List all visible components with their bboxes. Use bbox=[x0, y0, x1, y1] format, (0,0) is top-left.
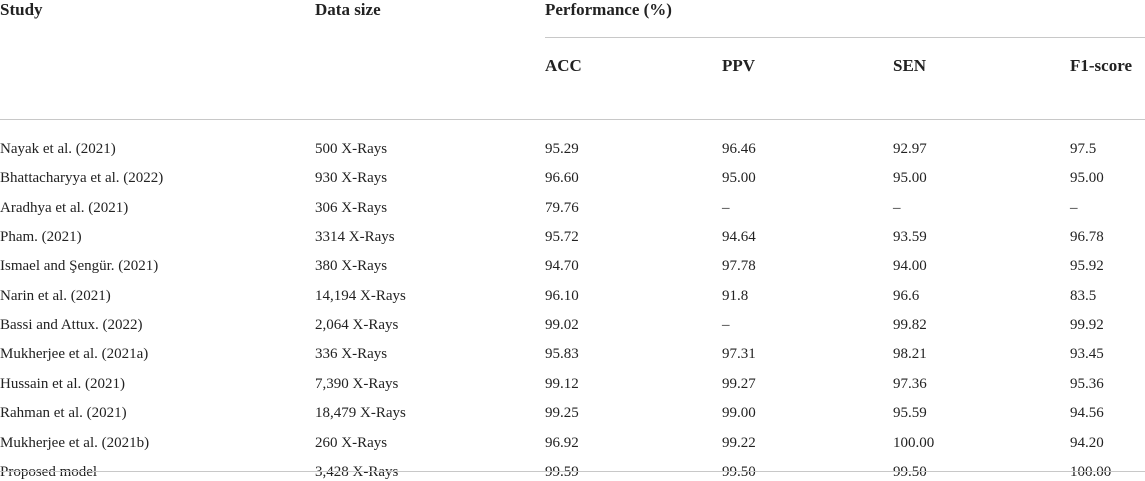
bottom-divider bbox=[0, 471, 1145, 472]
cell-sen: 93.59 bbox=[893, 229, 927, 245]
cell-data-size: 2,064 X-Rays bbox=[315, 317, 399, 333]
cell-f1: 97.5 bbox=[1070, 141, 1097, 157]
cell-study: Pham. (2021) bbox=[0, 229, 82, 245]
cell-ppv: 95.00 bbox=[722, 170, 756, 186]
header-divider bbox=[0, 119, 1145, 120]
cell-sen: 97.36 bbox=[893, 376, 927, 392]
header-data-size: Data size bbox=[315, 0, 381, 19]
cell-data-size: 7,390 X-Rays bbox=[315, 376, 399, 392]
cell-acc: 95.83 bbox=[545, 346, 579, 362]
cell-sen: 96.6 bbox=[893, 288, 920, 304]
cell-f1: – bbox=[1070, 200, 1078, 216]
cell-data-size: 260 X-Rays bbox=[315, 435, 388, 451]
cell-study: Mukherjee et al. (2021b) bbox=[0, 435, 150, 451]
cell-ppv: 99.22 bbox=[722, 435, 756, 451]
header-f1: F1-score bbox=[1070, 56, 1132, 75]
cell-ppv: 99.27 bbox=[722, 376, 756, 392]
cell-study: Narin et al. (2021) bbox=[0, 288, 111, 304]
cell-ppv: 97.31 bbox=[722, 346, 756, 362]
cell-study: Rahman et al. (2021) bbox=[0, 405, 127, 421]
cell-acc: 94.70 bbox=[545, 258, 579, 274]
header-acc: ACC bbox=[545, 56, 582, 75]
header-ppv: PPV bbox=[722, 56, 756, 75]
cell-acc: 95.72 bbox=[545, 229, 579, 245]
cell-ppv: 97.78 bbox=[722, 258, 756, 274]
header-performance: Performance (%) bbox=[545, 0, 672, 19]
cell-acc: 96.60 bbox=[545, 170, 579, 186]
cell-study: Bhattacharyya et al. (2022) bbox=[0, 170, 164, 186]
cell-ppv: 94.64 bbox=[722, 229, 756, 245]
header-study: Study bbox=[0, 0, 43, 19]
cell-sen: 95.59 bbox=[893, 405, 927, 421]
header-subdivider bbox=[545, 37, 1145, 38]
cell-data-size: 500 X-Rays bbox=[315, 141, 388, 157]
cell-sen: – bbox=[893, 200, 901, 216]
cell-data-size: 930 X-Rays bbox=[315, 170, 388, 186]
header-sen: SEN bbox=[893, 56, 927, 75]
cell-f1: 95.00 bbox=[1070, 170, 1104, 186]
cell-acc: 99.12 bbox=[545, 376, 579, 392]
cell-data-size: 380 X-Rays bbox=[315, 258, 388, 274]
cell-study: Bassi and Attux. (2022) bbox=[0, 317, 143, 333]
cell-sen: 98.21 bbox=[893, 346, 927, 362]
cell-sen: 94.00 bbox=[893, 258, 927, 274]
cell-f1: 83.5 bbox=[1070, 288, 1097, 304]
cell-ppv: – bbox=[722, 317, 730, 333]
cell-f1: 93.45 bbox=[1070, 346, 1104, 362]
cell-sen: 92.97 bbox=[893, 141, 927, 157]
cell-acc: 96.10 bbox=[545, 288, 579, 304]
cell-acc: 95.29 bbox=[545, 141, 579, 157]
cell-study: Aradhya et al. (2021) bbox=[0, 200, 129, 216]
cell-f1: 94.56 bbox=[1070, 405, 1104, 421]
cell-f1: 95.92 bbox=[1070, 258, 1104, 274]
cell-ppv: 99.00 bbox=[722, 405, 756, 421]
cell-data-size: 3314 X-Rays bbox=[315, 229, 395, 245]
cell-f1: 99.92 bbox=[1070, 317, 1104, 333]
cell-acc: 99.25 bbox=[545, 405, 579, 421]
cell-sen: 95.00 bbox=[893, 170, 927, 186]
cell-study: Hussain et al. (2021) bbox=[0, 376, 125, 392]
cell-acc: 99.02 bbox=[545, 317, 579, 333]
cell-data-size: 306 X-Rays bbox=[315, 200, 388, 216]
cell-acc: 96.92 bbox=[545, 435, 579, 451]
cell-study: Ismael and Şengür. (2021) bbox=[0, 258, 159, 274]
cell-sen: 99.82 bbox=[893, 317, 927, 333]
cell-data-size: 336 X-Rays bbox=[315, 346, 388, 362]
cell-f1: 96.78 bbox=[1070, 229, 1104, 245]
cell-ppv: – bbox=[722, 200, 730, 216]
cell-study: Mukherjee et al. (2021a) bbox=[0, 346, 149, 362]
cell-data-size: 18,479 X-Rays bbox=[315, 405, 406, 421]
cell-data-size: 14,194 X-Rays bbox=[315, 288, 406, 304]
cell-f1: 95.36 bbox=[1070, 376, 1104, 392]
cell-ppv: 96.46 bbox=[722, 141, 756, 157]
cell-sen: 100.00 bbox=[893, 435, 935, 451]
cell-f1: 94.20 bbox=[1070, 435, 1104, 451]
cell-ppv: 91.8 bbox=[722, 288, 749, 304]
cell-acc: 79.76 bbox=[545, 200, 579, 216]
cell-study: Nayak et al. (2021) bbox=[0, 141, 116, 157]
